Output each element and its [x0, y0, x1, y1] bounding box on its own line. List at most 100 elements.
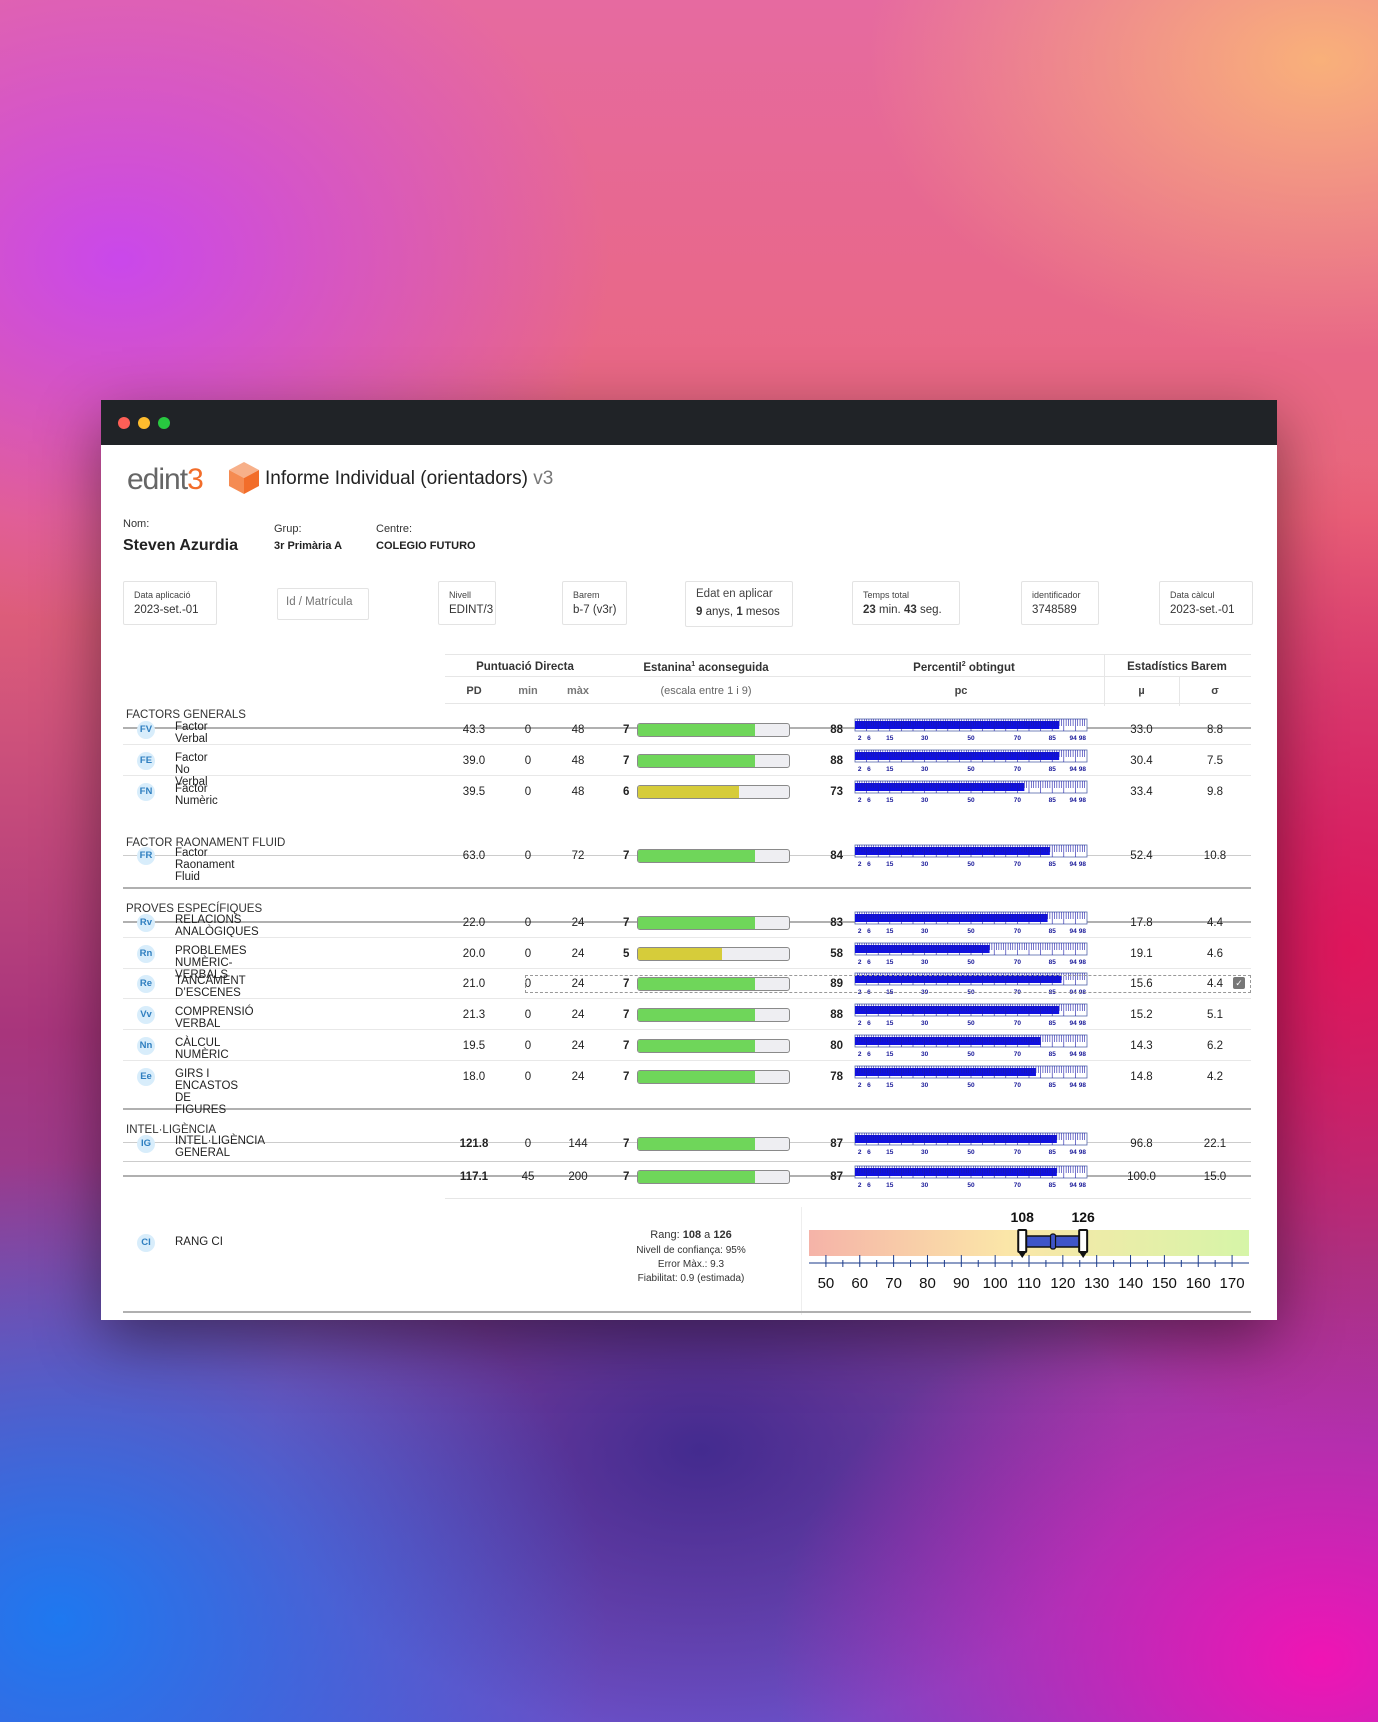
id-matricula-input[interactable] — [284, 595, 366, 609]
pd-value: 19.5 — [462, 1040, 486, 1052]
stanine-bar — [637, 1039, 790, 1053]
ci-tick-label: 70 — [885, 1275, 902, 1292]
maximize-window-button[interactable] — [158, 417, 170, 429]
ci-handle-tip — [1079, 1252, 1088, 1258]
percentile-value: 84 — [830, 850, 843, 862]
row-code-badge: Vv — [137, 1006, 155, 1024]
percentile-tick-label: 2 — [858, 1149, 862, 1156]
percentile-tick-label: 6 — [867, 861, 871, 868]
header-min: min — [518, 685, 538, 697]
percentile-tick-label: 2 — [858, 735, 862, 742]
max-value: 144 — [568, 1138, 588, 1150]
min-value: 0 — [524, 755, 532, 767]
min-value: 0 — [524, 917, 532, 929]
percentile-tick-label: 6 — [867, 1182, 871, 1189]
percentile-tick-label: 30 — [921, 1149, 929, 1156]
percentile-tick-label: 94 — [1069, 735, 1077, 742]
percentile-tick-label: 15 — [886, 1051, 894, 1058]
min-value: 0 — [524, 1040, 532, 1052]
row-divider — [123, 968, 1251, 969]
stanine-value: 7 — [623, 978, 630, 990]
percentile-tick-label: 50 — [967, 1082, 975, 1089]
max-value: 24 — [571, 917, 585, 929]
ci-range-chart: 50 60 70 80 90 100 110 120 130 140 150 160 170 108 126 — [809, 1209, 1249, 1292]
percentile-tick-label: 98 — [1079, 1020, 1087, 1027]
row-code-badge: FN — [137, 783, 155, 801]
row-dropdown-icon[interactable]: ✓ — [1233, 977, 1245, 989]
mu-value: 33.0 — [1130, 724, 1153, 736]
ci-tick-label: 120 — [1050, 1275, 1075, 1292]
close-window-button[interactable] — [118, 417, 130, 429]
max-value: 24 — [571, 1071, 585, 1083]
percentile-tick-label: 50 — [967, 797, 975, 804]
barem-box: Barem b-7 (v3r) — [562, 581, 627, 625]
sigma-value: 10.8 — [1203, 850, 1227, 862]
mu-value: 15.2 — [1130, 1009, 1153, 1021]
percentile-tick-label: 6 — [867, 1020, 871, 1027]
percentile-tick-label: 70 — [1014, 1149, 1022, 1156]
percentile-tick-label: 70 — [1014, 928, 1022, 935]
percentile-tick-label: 50 — [967, 735, 975, 742]
row-name: CÀLCUL NUMÈRIC — [175, 1037, 229, 1061]
percentile-tick-label: 85 — [1049, 1082, 1057, 1089]
section-raonament-fluid: FACTOR RAONAMENT FLUID — [126, 837, 286, 849]
percentile-tick-label: 2 — [858, 1182, 862, 1189]
percentile-value: 73 — [830, 786, 843, 798]
percentile-tick-label: 15 — [886, 1082, 894, 1089]
student-center: COLEGIO FUTURO — [376, 540, 476, 552]
stanine-value: 7 — [623, 917, 630, 929]
stanine-bar-fill — [638, 948, 722, 960]
minimize-window-button[interactable] — [138, 417, 150, 429]
percentile-value: 89 — [830, 978, 843, 990]
max-value: 48 — [571, 786, 585, 798]
percentile-tick-label: 94 — [1069, 959, 1077, 966]
percentile-tick-label: 94 — [1069, 1051, 1077, 1058]
data-aplicacio-box: Data aplicació 2023-set.-01 — [123, 581, 217, 625]
percentile-bar-fill — [855, 975, 1062, 983]
row-name: Factor No Verbal — [175, 752, 208, 788]
app-window: edint3 Informe Individual (orientadors) … — [101, 400, 1277, 1320]
row-code-badge: IG — [137, 1135, 155, 1153]
section-intelligencia: INTEL·LIGÈNCIA — [126, 1124, 217, 1136]
percentile-tick-label: 98 — [1079, 797, 1087, 804]
percentile-bar-fill — [855, 914, 1048, 922]
header-stats: Estadístics Barem — [1127, 661, 1227, 673]
name-label: Nom: — [123, 518, 150, 530]
min-value: 0 — [524, 724, 532, 736]
row-selection-outline — [525, 975, 1251, 993]
id-input-box[interactable] — [277, 588, 369, 620]
ci-error: Error Màx.: 9.3 — [657, 1259, 725, 1270]
sigma-value: 4.2 — [1207, 1071, 1223, 1083]
stanine-bar-fill — [638, 724, 756, 736]
percentile-tick-label: 30 — [921, 959, 929, 966]
percentile-value: 88 — [830, 724, 843, 736]
percentile-tick-label: 85 — [1049, 1020, 1057, 1027]
stats-divider — [1104, 654, 1105, 706]
edat-box: Edat en aplicar 9 anys, 1 mesos — [685, 581, 793, 627]
percentile-tick-label: 2 — [858, 928, 862, 935]
table-bottom-line — [123, 1311, 1251, 1313]
mu-value: 30.4 — [1130, 755, 1153, 767]
report-content: edint3 Informe Individual (orientadors) … — [101, 445, 1277, 1320]
mu-value: 33.4 — [1130, 786, 1153, 798]
percentile-tick-label: 85 — [1049, 928, 1057, 935]
row-code-badge: FR — [137, 847, 155, 865]
percentile-tick-label: 6 — [867, 797, 871, 804]
stanine-bar-fill — [638, 1171, 756, 1183]
max-value: 24 — [571, 1040, 585, 1052]
row-name: Factor Numèric — [175, 783, 218, 807]
row-code-badge: FE — [137, 752, 155, 770]
stanine-bar — [637, 1008, 790, 1022]
ci-tick-label: 150 — [1152, 1275, 1177, 1292]
mu-value: 100.0 — [1127, 1171, 1156, 1183]
percentile-bar: 2 6 15 30 50 70 85 94 98 — [854, 749, 1088, 773]
percentile-bar: 2 6 15 30 50 70 85 94 98 — [854, 942, 1088, 966]
ci-tick-label: 60 — [851, 1275, 868, 1292]
temps-box: Temps total 23 min. 43 seg. — [852, 581, 960, 625]
max-value: 48 — [571, 755, 585, 767]
stanine-bar-fill — [638, 1009, 756, 1021]
percentile-tick-label: 98 — [1079, 1051, 1087, 1058]
pd-value: 18.0 — [462, 1071, 486, 1083]
sigma-value: 9.8 — [1207, 786, 1223, 798]
stanine-bar — [637, 723, 790, 737]
